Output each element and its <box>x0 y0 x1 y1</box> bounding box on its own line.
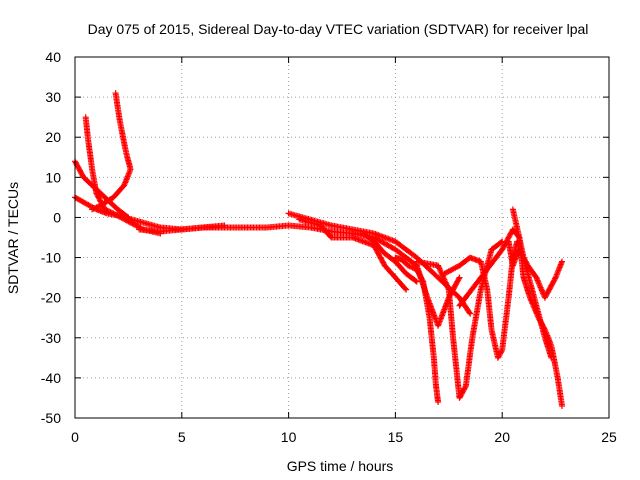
x-tick-label: 0 <box>71 429 79 445</box>
grid <box>75 57 609 418</box>
chart-title: Day 075 of 2015, Sidereal Day-to-day VTE… <box>88 21 589 37</box>
x-tick-label: 10 <box>281 429 297 445</box>
x-tick-label: 15 <box>388 429 404 445</box>
series-marks <box>392 254 442 405</box>
y-tick-label: 0 <box>53 209 61 225</box>
series-marks <box>136 222 228 235</box>
x-tick-label: 25 <box>601 429 617 445</box>
series-track-6 <box>296 216 410 293</box>
y-tick-label: 30 <box>45 89 61 105</box>
data-series <box>72 90 565 409</box>
y-tick-label: 20 <box>45 129 61 145</box>
x-tick-label: 20 <box>494 429 510 445</box>
plot-frame <box>74 56 610 419</box>
series-track-13 <box>509 206 565 409</box>
series-track-8 <box>392 254 442 405</box>
series-track-7 <box>360 230 420 285</box>
series-track-3 <box>89 90 134 213</box>
y-tick-label: -20 <box>41 290 61 306</box>
y-tick-label: -50 <box>41 410 61 426</box>
series-marks <box>360 230 420 285</box>
x-tick-label: 5 <box>178 429 186 445</box>
y-tick-label: 10 <box>45 169 61 185</box>
series-marks <box>89 90 134 213</box>
y-axis-label: SDTVAR / TECUs <box>5 182 21 294</box>
y-tick-label: -10 <box>41 250 61 266</box>
y-tick-label: 40 <box>45 49 61 65</box>
series-marks <box>296 216 410 293</box>
y-tick-label: -30 <box>41 330 61 346</box>
x-axis-label: GPS time / hours <box>287 458 394 474</box>
axis-ticks: 0 5 10 15 20 25 40 30 20 10 0 -10 -20 -30 -40 -50 <box>41 49 617 445</box>
series-track-14 <box>136 222 228 235</box>
series-marks <box>509 206 565 409</box>
y-tick-label: -40 <box>41 370 61 386</box>
